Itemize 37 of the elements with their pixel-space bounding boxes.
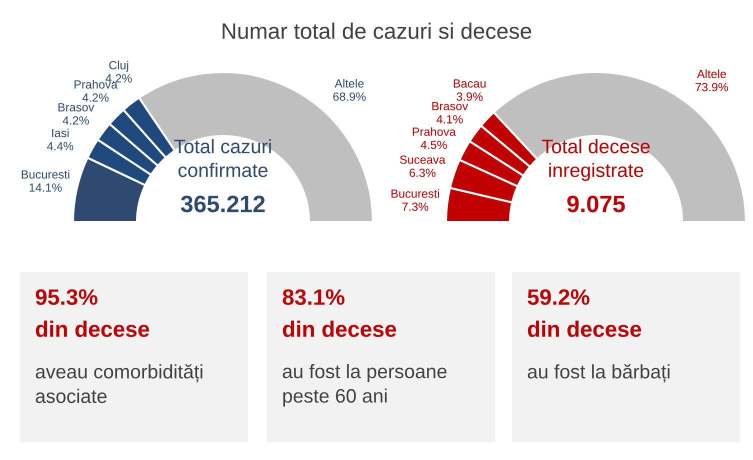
text: au fost la bărbați — [528, 364, 670, 382]
text: 95.3% — [36, 289, 98, 305]
slice-label: Bucuresti — [22, 170, 70, 179]
data-label: 4.4% — [47, 142, 74, 150]
data-label: 4.2% — [106, 74, 132, 82]
data-label: 6.3% — [410, 168, 436, 177]
text: Total decese inregistrate — [542, 139, 650, 181]
slice-label: Brasov — [432, 102, 468, 110]
slice-label: Bucuresti — [392, 189, 440, 198]
text: 59.2% — [528, 289, 590, 305]
slice-label: Brasov — [58, 103, 94, 112]
slice-label: Iasi — [52, 128, 69, 138]
chart-title: Numar total de cazuri si decese — [222, 22, 532, 39]
text: din decese — [528, 320, 642, 337]
data-label: 7.3% — [402, 202, 428, 211]
text: au fost la persoane peste 60 ani — [282, 364, 447, 407]
slice-label: Bacau — [454, 79, 486, 88]
slice-label: Suceava — [400, 155, 446, 164]
slice-label: Prahova — [412, 127, 456, 136]
data-label: 73.9% — [696, 82, 728, 92]
text: 9.075 — [567, 196, 625, 212]
data-label: 68.9% — [333, 92, 366, 101]
slice-label: Altele — [697, 69, 726, 78]
text: 365.212 — [180, 196, 265, 212]
data-label: 4.2% — [62, 116, 89, 125]
text: 83.1% — [282, 289, 344, 305]
data-label: 4.2% — [82, 93, 109, 102]
text: din decese — [282, 320, 396, 337]
slice-label: Cluj — [109, 60, 128, 72]
slice-label: Altele — [334, 78, 364, 88]
data-label: 14.1% — [30, 183, 62, 192]
data-label: 4.1% — [436, 115, 463, 124]
text: din decese — [36, 320, 150, 337]
data-label: 4.5% — [420, 140, 447, 150]
data-label: 3.9% — [456, 92, 483, 101]
text: Total cazuri confirmate — [174, 139, 271, 178]
text: aveau comorbidități asociate — [36, 364, 202, 404]
